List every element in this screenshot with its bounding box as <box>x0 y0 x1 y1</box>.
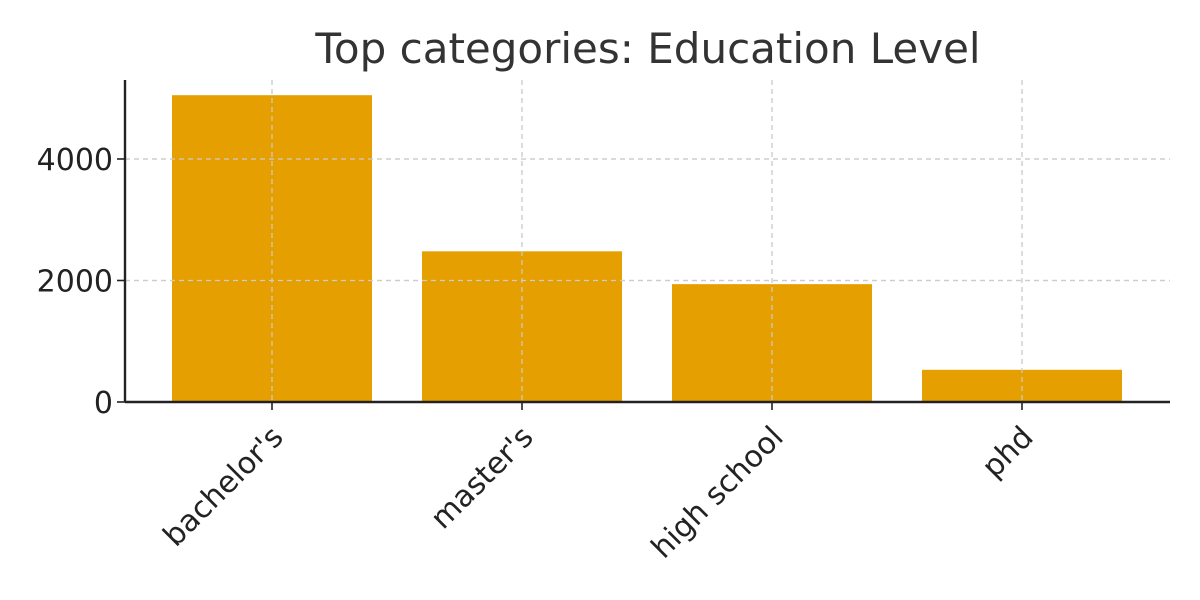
bar <box>172 95 372 402</box>
bars <box>125 80 1170 402</box>
axes <box>123 80 1170 404</box>
x-tick-label: phd <box>975 420 1040 485</box>
x-axis-ticks: bachelor's master's high school phd <box>157 402 1041 566</box>
x-tick-label: high school <box>645 420 791 566</box>
y-axis-ticks: 0 2000 4000 <box>37 143 125 421</box>
y-tick-label: 2000 <box>37 264 113 299</box>
x-tick-label: master's <box>424 420 540 536</box>
x-tick-label: bachelor's <box>157 420 291 554</box>
y-tick-label: 4000 <box>37 143 113 178</box>
chart-title: Top categories: Education Level <box>314 24 980 73</box>
y-tick-label: 0 <box>94 386 113 421</box>
